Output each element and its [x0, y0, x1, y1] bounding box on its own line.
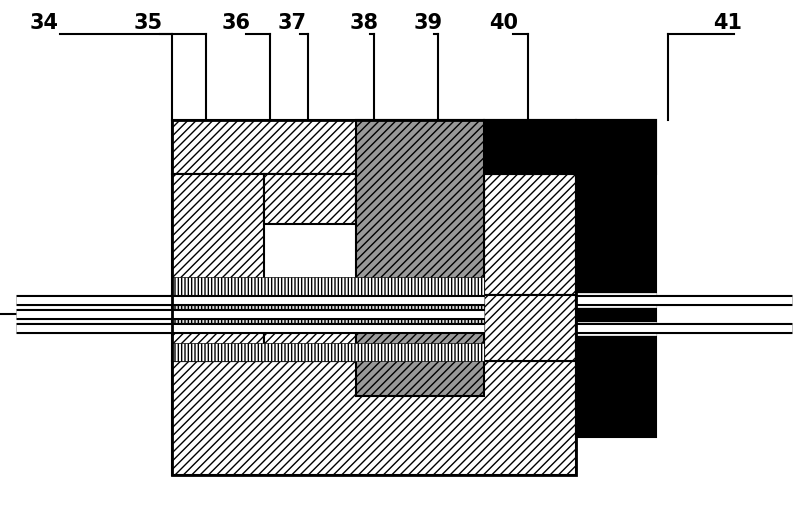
- Bar: [172, 278, 484, 295]
- Bar: [172, 121, 576, 475]
- Bar: [172, 174, 264, 295]
- Text: 35: 35: [134, 13, 162, 33]
- Bar: [484, 174, 576, 295]
- Bar: [172, 295, 264, 361]
- Text: 37: 37: [278, 13, 306, 33]
- Text: 38: 38: [350, 13, 378, 33]
- Bar: [356, 121, 484, 396]
- Bar: [172, 121, 576, 174]
- Bar: [576, 294, 656, 307]
- Bar: [484, 295, 576, 361]
- Text: 40: 40: [490, 13, 518, 33]
- Bar: [264, 311, 356, 361]
- Bar: [172, 343, 484, 361]
- Bar: [172, 295, 484, 326]
- Bar: [172, 361, 576, 475]
- Bar: [264, 174, 356, 225]
- Text: 41: 41: [714, 13, 742, 33]
- Bar: [484, 121, 656, 174]
- Text: 39: 39: [414, 13, 442, 33]
- Text: 36: 36: [222, 13, 250, 33]
- Bar: [576, 322, 656, 335]
- Text: 34: 34: [30, 13, 58, 33]
- Bar: [576, 121, 656, 437]
